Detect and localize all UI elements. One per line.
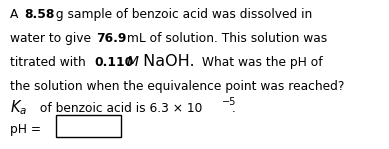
Text: pH =: pH = [10, 123, 45, 136]
Text: What was the pH of: What was the pH of [198, 56, 322, 69]
FancyBboxPatch shape [56, 115, 121, 137]
Text: NaOH.: NaOH. [138, 54, 194, 69]
Text: of benzoic acid is 6.3 × 10: of benzoic acid is 6.3 × 10 [36, 102, 202, 115]
Text: .: . [232, 102, 236, 115]
Text: A: A [10, 8, 22, 21]
Text: g sample of benzoic acid was dissolved in: g sample of benzoic acid was dissolved i… [52, 8, 312, 21]
Text: −5: −5 [222, 97, 237, 107]
Text: water to give: water to give [10, 32, 95, 45]
Text: 76.9: 76.9 [96, 32, 126, 45]
Text: 0.110: 0.110 [94, 56, 133, 69]
Text: M: M [127, 55, 139, 69]
Text: 8.58: 8.58 [24, 8, 54, 21]
Text: mL of solution. This solution was: mL of solution. This solution was [123, 32, 327, 45]
Text: $K_a$: $K_a$ [10, 98, 27, 117]
Text: titrated with: titrated with [10, 56, 89, 69]
Text: the solution when the equivalence point was reached?: the solution when the equivalence point … [10, 80, 344, 93]
